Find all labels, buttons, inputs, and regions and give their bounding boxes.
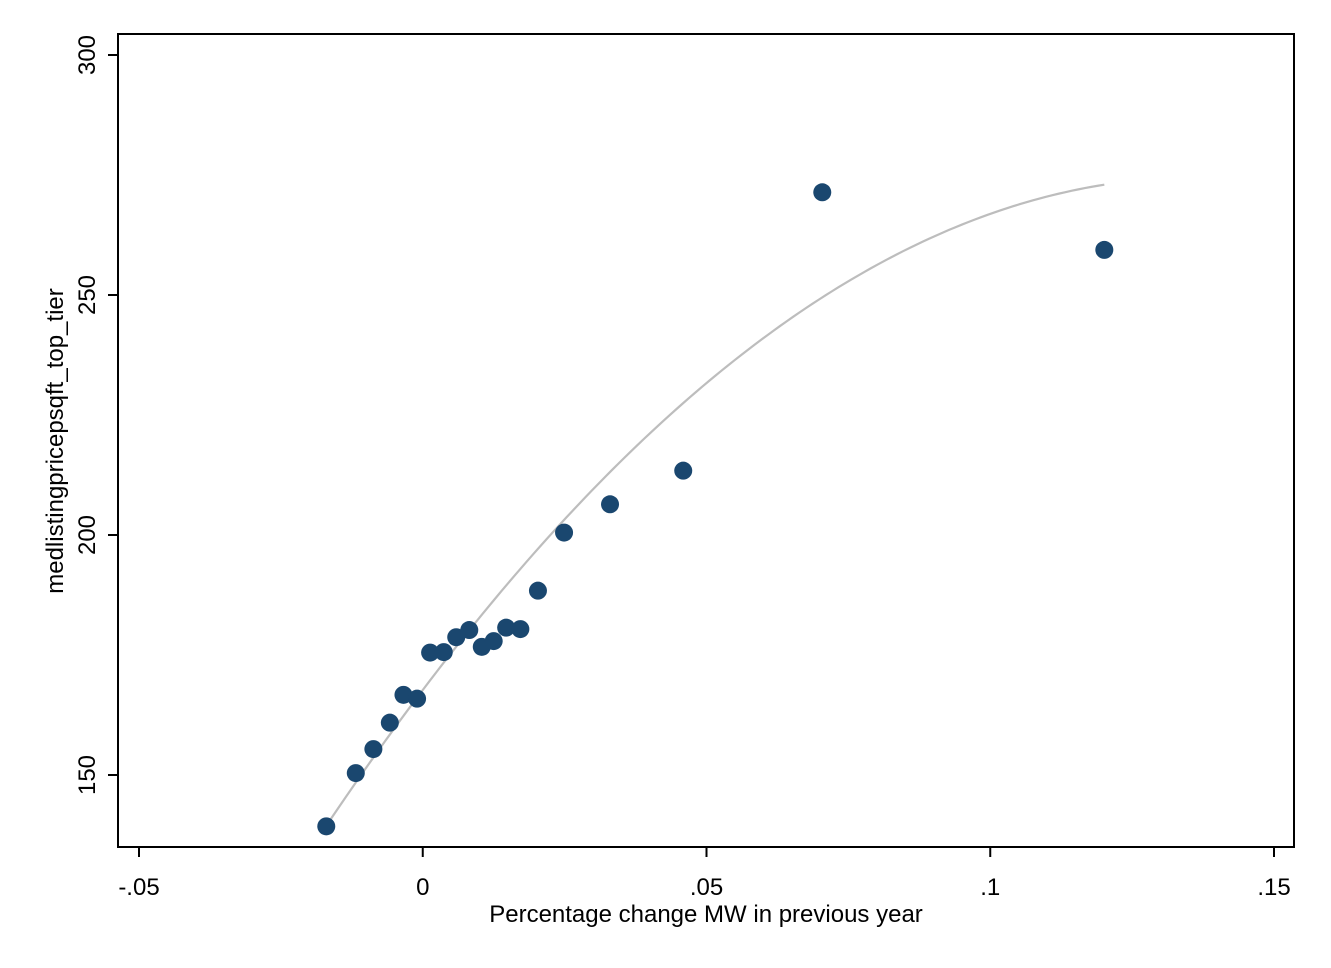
data-point xyxy=(528,581,547,600)
y-tick-label: 300 xyxy=(74,35,101,75)
data-point xyxy=(460,621,479,640)
data-point xyxy=(601,495,620,514)
y-tick-label: 150 xyxy=(74,755,101,795)
data-point xyxy=(380,713,399,732)
x-tick-label: -.05 xyxy=(118,874,159,901)
data-point xyxy=(497,618,516,637)
data-point xyxy=(1095,240,1114,259)
data-point xyxy=(394,685,413,704)
data-point xyxy=(511,620,530,639)
data-point xyxy=(674,461,693,480)
x-tick-label: .05 xyxy=(690,874,723,901)
data-point xyxy=(421,643,440,662)
x-tick-label: .1 xyxy=(980,874,1000,901)
x-tick-label: 0 xyxy=(416,874,429,901)
x-tick-label: .15 xyxy=(1257,874,1290,901)
data-point xyxy=(555,523,574,542)
y-axis: 150 200 250 300 xyxy=(74,35,118,795)
data-point xyxy=(317,817,336,836)
y-tick-label: 250 xyxy=(74,275,101,315)
data-point xyxy=(364,740,383,759)
data-point xyxy=(813,183,832,202)
data-point xyxy=(408,689,427,708)
y-tick-label: 200 xyxy=(74,515,101,555)
data-points xyxy=(317,183,1114,836)
data-point xyxy=(434,643,453,662)
plot-area-frame xyxy=(117,33,1295,848)
y-axis-title: medlistingpricepsqft_top_tier xyxy=(42,288,69,594)
fit-line xyxy=(325,183,1105,827)
x-axis-title: Percentage change MW in previous year xyxy=(489,901,923,928)
x-axis: -.05 0 .05 .1 .15 xyxy=(118,847,1291,901)
data-point xyxy=(346,764,365,783)
data-point xyxy=(484,632,503,651)
